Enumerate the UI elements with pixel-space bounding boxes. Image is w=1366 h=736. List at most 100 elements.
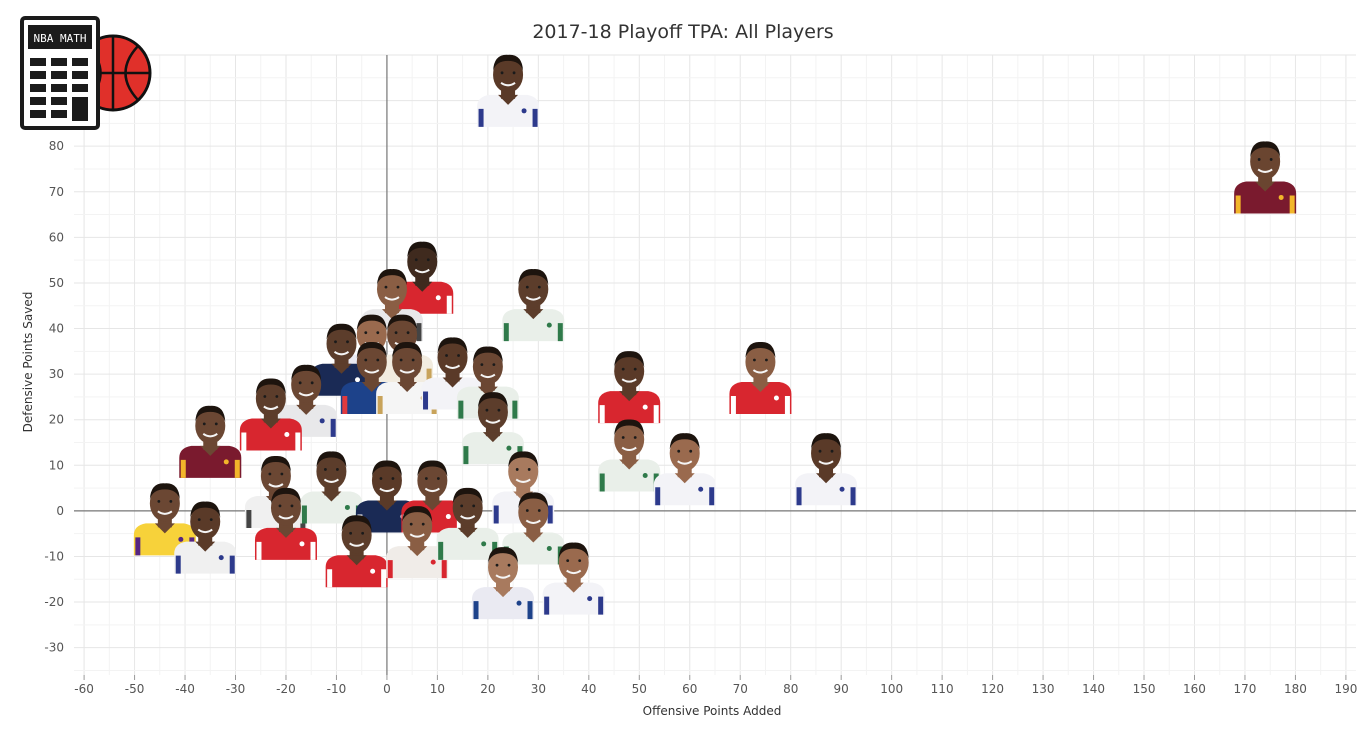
player-head (493, 56, 524, 93)
player-hair (356, 314, 387, 331)
player-head (195, 407, 226, 444)
calculator-key (51, 110, 67, 118)
player-eye (268, 472, 272, 476)
player-eye (424, 477, 428, 480)
player-collar (407, 546, 428, 557)
player-smile (621, 446, 637, 452)
calculator-key-large (72, 97, 88, 121)
x-tick-label: 170 (1234, 682, 1257, 696)
player-collar (397, 382, 418, 393)
player-eye (578, 559, 582, 563)
x-tick-label: 180 (1284, 682, 1307, 696)
player-eye (324, 468, 327, 471)
x-tick-label: 80 (783, 682, 798, 696)
player-eye (263, 395, 267, 398)
player-eye (495, 563, 499, 567)
player-eye (457, 354, 460, 357)
x-tick-label: 10 (430, 682, 445, 696)
player-eye (310, 381, 314, 385)
player-eye (460, 504, 464, 508)
player-head (745, 344, 776, 381)
player-head (472, 348, 503, 385)
player-eye (497, 408, 501, 412)
player-head (614, 421, 645, 458)
jersey-logo (430, 559, 436, 565)
player-head (417, 462, 448, 499)
player-smile (379, 487, 395, 493)
player-jersey (472, 587, 535, 620)
player-head (1250, 143, 1281, 180)
jersey-trim (387, 560, 447, 579)
player-smile (818, 460, 834, 465)
x-tick-label: -10 (327, 682, 347, 696)
player-eye (818, 449, 822, 453)
player-collar (346, 555, 367, 566)
player-jersey (461, 432, 524, 465)
player-hair (326, 323, 357, 340)
y-tick-label: 50 (49, 276, 64, 290)
player-head (402, 508, 433, 545)
player-eye (689, 449, 693, 453)
x-tick-label: -40 (175, 682, 195, 696)
basketball-seams (76, 36, 150, 110)
player-collar (523, 532, 544, 543)
player-eye (525, 509, 529, 512)
jersey-logo (319, 418, 325, 424)
data-point (598, 351, 661, 424)
y-tick-label: -10 (44, 549, 64, 563)
player-eye (537, 509, 541, 512)
player-hair (518, 492, 549, 509)
data-point (477, 54, 540, 127)
player-eye (406, 331, 410, 335)
data-point (436, 487, 499, 560)
player-collar (422, 500, 443, 511)
player-hair (493, 54, 524, 71)
player-smile (525, 519, 541, 524)
player-smile (485, 419, 501, 424)
y-axis-ticks: -30 -20 -10 0 10 20 30 40 50 60 70 80 (44, 139, 64, 654)
player-jersey (729, 382, 792, 415)
jersey-logo (344, 504, 350, 510)
player-hair (260, 455, 291, 472)
player-eye (411, 358, 415, 362)
player-collar (1255, 181, 1276, 192)
player-smile (566, 569, 582, 575)
player-jersey (598, 459, 661, 492)
data-point (456, 346, 519, 419)
jersey-logo (299, 541, 305, 547)
data-point (179, 405, 242, 478)
jersey-logo (355, 377, 361, 383)
x-tick-label: 60 (682, 682, 697, 696)
player-head (407, 243, 438, 280)
player-collar (482, 432, 503, 443)
data-point (729, 341, 792, 415)
player-eye (280, 472, 284, 476)
calculator-key (51, 84, 67, 92)
player-eye (426, 258, 430, 262)
player-eye (1269, 158, 1273, 161)
player-eye (485, 408, 489, 412)
player-jersey (179, 445, 242, 478)
player-hair (472, 346, 503, 363)
player-smile (677, 460, 693, 465)
player-eye (376, 358, 380, 362)
player-eye (525, 285, 529, 289)
player-smile (399, 369, 415, 374)
x-tick-label: 20 (480, 682, 495, 696)
player-collar (750, 382, 771, 393)
player-jersey (477, 94, 540, 127)
calculator-key (72, 58, 88, 66)
player-eye (765, 358, 768, 362)
player-eye (169, 499, 173, 503)
player-eye (202, 422, 206, 426)
player-hair (316, 451, 347, 468)
y-tick-label: -30 (44, 641, 64, 655)
player-head (558, 544, 589, 581)
jersey-trim (327, 569, 387, 588)
x-tick-label: 30 (531, 682, 546, 696)
player-collar (498, 94, 519, 105)
x-tick-label: 150 (1133, 682, 1156, 696)
jersey-trim (1235, 195, 1295, 214)
player-hair (437, 337, 468, 354)
